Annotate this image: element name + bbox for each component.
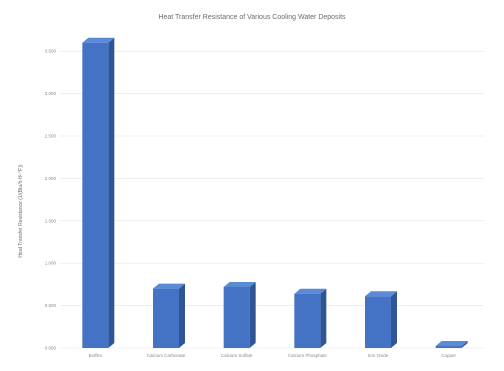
bar bbox=[435, 341, 468, 348]
bar-side bbox=[461, 341, 468, 348]
bar bbox=[153, 283, 185, 348]
y-tick-label: 0.500 bbox=[45, 303, 57, 308]
bar bbox=[223, 281, 256, 348]
bar-front bbox=[223, 286, 250, 348]
x-tick-label: Copper bbox=[441, 353, 456, 358]
y-tick-label: 3.500 bbox=[45, 49, 57, 54]
y-tick-label: 3.000 bbox=[45, 91, 57, 96]
x-tick-label: Calcium Carbonate bbox=[147, 353, 186, 358]
bar-top bbox=[223, 281, 256, 287]
y-tick-label: 1.500 bbox=[45, 218, 57, 223]
bar-top bbox=[82, 37, 115, 43]
x-tick-label: Iron Oxide bbox=[368, 353, 389, 358]
y-tick-label: 2.500 bbox=[45, 134, 57, 139]
chart-title: Heat Transfer Resistance of Various Cool… bbox=[158, 14, 346, 21]
y-tick-label: 1.000 bbox=[45, 261, 57, 266]
bar bbox=[294, 288, 327, 348]
bar-front bbox=[365, 296, 391, 348]
bar-top bbox=[153, 283, 185, 289]
bar-side bbox=[320, 288, 327, 348]
bar-front bbox=[435, 346, 462, 348]
y-tick-label: 0.000 bbox=[45, 346, 57, 351]
bar-top bbox=[435, 341, 468, 346]
bar-side bbox=[249, 281, 256, 348]
bar-front bbox=[153, 288, 179, 348]
bar bbox=[82, 37, 115, 348]
bar bbox=[365, 291, 397, 348]
bar-front bbox=[82, 42, 109, 348]
bar-top bbox=[365, 291, 397, 297]
bar-side bbox=[179, 283, 185, 348]
y-tick-label: 2.000 bbox=[45, 176, 57, 181]
bar-front bbox=[294, 293, 321, 348]
bar-side bbox=[108, 37, 115, 348]
bar-side bbox=[391, 291, 397, 348]
x-tick-label: Calcium Sulfate bbox=[221, 353, 253, 358]
bar-top bbox=[294, 288, 327, 294]
x-tick-label: Biofilm bbox=[89, 353, 103, 358]
x-tick-label: Calcium Phosphate bbox=[288, 353, 328, 358]
